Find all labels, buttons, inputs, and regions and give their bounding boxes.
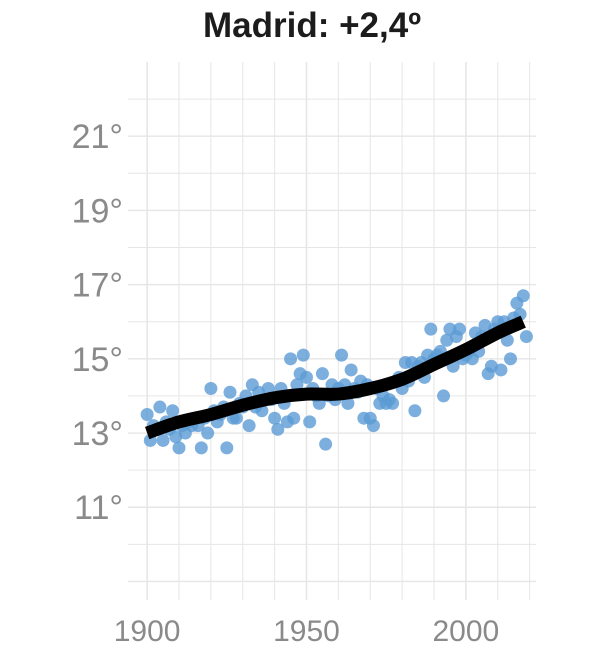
data-point xyxy=(408,404,422,418)
x-tick-label: 2000 xyxy=(433,615,500,648)
data-point xyxy=(453,322,466,336)
y-tick-label: 21° xyxy=(72,118,123,156)
x-tick-labels: 1900 1950 2000 xyxy=(114,615,500,648)
scatter-points xyxy=(140,289,533,455)
chart-title: Madrid: +2,4º xyxy=(203,6,421,45)
data-point xyxy=(424,322,438,336)
data-point xyxy=(296,348,310,362)
data-point xyxy=(172,441,186,455)
x-tick-label: 1950 xyxy=(273,615,340,648)
data-point xyxy=(366,419,380,433)
data-point xyxy=(303,415,317,429)
y-tick-label: 13° xyxy=(72,415,123,453)
data-point xyxy=(242,419,256,433)
data-point xyxy=(341,396,355,410)
y-tick-label: 17° xyxy=(72,267,123,305)
trend-line-layer xyxy=(144,315,526,440)
data-point xyxy=(386,396,400,410)
trend-line xyxy=(144,315,526,440)
data-point xyxy=(315,367,329,381)
data-point xyxy=(268,411,282,425)
data-point xyxy=(140,407,154,421)
data-point xyxy=(344,363,358,377)
data-point xyxy=(519,330,533,344)
y-tick-labels: 11° 13° 15° 17° 19° 21° xyxy=(72,118,123,527)
y-tick-label: 19° xyxy=(72,192,123,230)
data-point xyxy=(166,404,180,418)
data-point xyxy=(201,426,215,440)
data-point xyxy=(494,363,508,377)
y-tick-label: 11° xyxy=(74,489,123,527)
data-point xyxy=(220,441,234,455)
data-point xyxy=(153,400,167,414)
data-point xyxy=(335,348,349,362)
data-point xyxy=(284,352,298,366)
data-point xyxy=(437,389,451,403)
y-tick-label: 15° xyxy=(72,341,123,379)
x-tick-label: 1900 xyxy=(114,615,181,648)
data-point xyxy=(300,370,313,384)
data-point xyxy=(319,437,333,451)
data-point xyxy=(516,289,530,303)
data-point xyxy=(194,441,208,455)
data-point xyxy=(223,385,237,399)
data-point xyxy=(204,382,218,396)
data-point xyxy=(156,433,170,447)
data-point xyxy=(229,411,243,425)
data-point xyxy=(271,422,285,436)
data-point xyxy=(287,411,301,425)
data-point xyxy=(504,352,517,366)
